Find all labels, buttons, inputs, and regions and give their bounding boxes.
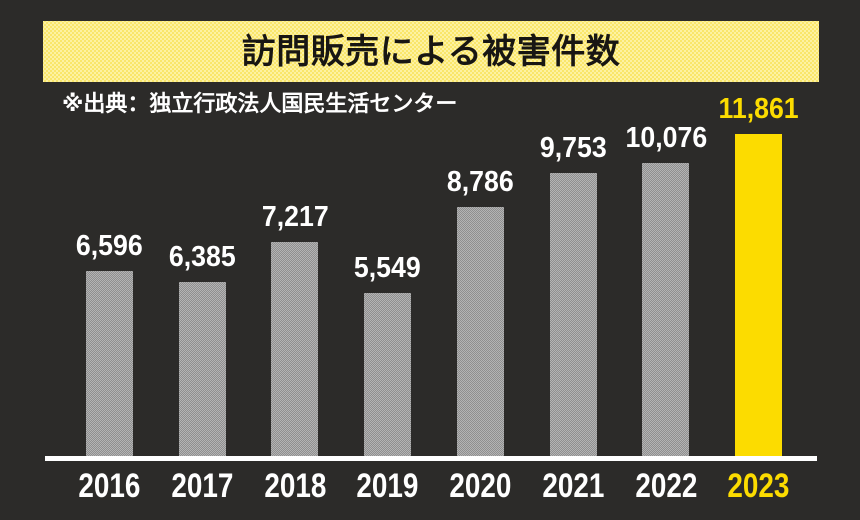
bar	[364, 293, 412, 456]
x-axis-line	[45, 456, 817, 461]
source-note: ※出典：独立行政法人国民生活センター	[62, 91, 458, 116]
x-axis-year-label: 2016	[78, 467, 141, 505]
page-title: 訪問販売による被害件数	[241, 32, 621, 71]
bar	[642, 163, 690, 456]
x-axis-year-label: 2021	[542, 467, 605, 505]
bar	[271, 242, 319, 456]
bar	[735, 134, 783, 456]
bar-column: 6,596	[63, 232, 156, 456]
x-axis-year-label: 2022	[634, 467, 697, 505]
bar-value-label: 6,596	[75, 230, 143, 262]
bar	[456, 207, 504, 456]
bar-column: 10,076	[620, 124, 713, 456]
bar	[85, 271, 133, 456]
title-banner: 訪問販売による被害件数	[43, 21, 819, 82]
x-axis-year-label: 2018	[263, 467, 326, 505]
bar-column: 5,549	[341, 254, 434, 456]
bar	[549, 173, 597, 456]
bar-value-label: 7,217	[261, 201, 329, 233]
x-axis-year-label: 2020	[449, 467, 512, 505]
bar-value-label: 9,753	[539, 132, 607, 164]
bar-value-label: 8,786	[446, 166, 514, 198]
bar-column: 9,753	[527, 134, 620, 456]
x-axis-year-label: 2023	[727, 467, 790, 505]
x-axis-year-label: 2017	[171, 467, 234, 505]
bar-column: 7,217	[249, 203, 342, 456]
bar-column: 6,385	[156, 243, 249, 456]
bar-chart: 6,596 6,385 7,217 5,549 8,786 9,753 10,0…	[63, 0, 805, 456]
bar	[178, 282, 226, 456]
bar-value-label: 5,549	[354, 252, 422, 284]
bar-value-label: 6,385	[168, 241, 236, 273]
bar-value-label: 11,861	[718, 93, 799, 125]
bar-value-label: 10,076	[625, 122, 707, 154]
x-axis-labels: 2016 2017 2018 2019 2020 2021 2022 2023	[63, 469, 805, 503]
bar-column: 11,861	[712, 95, 805, 456]
bar-column: 8,786	[434, 168, 527, 456]
x-axis-year-label: 2019	[356, 467, 419, 505]
